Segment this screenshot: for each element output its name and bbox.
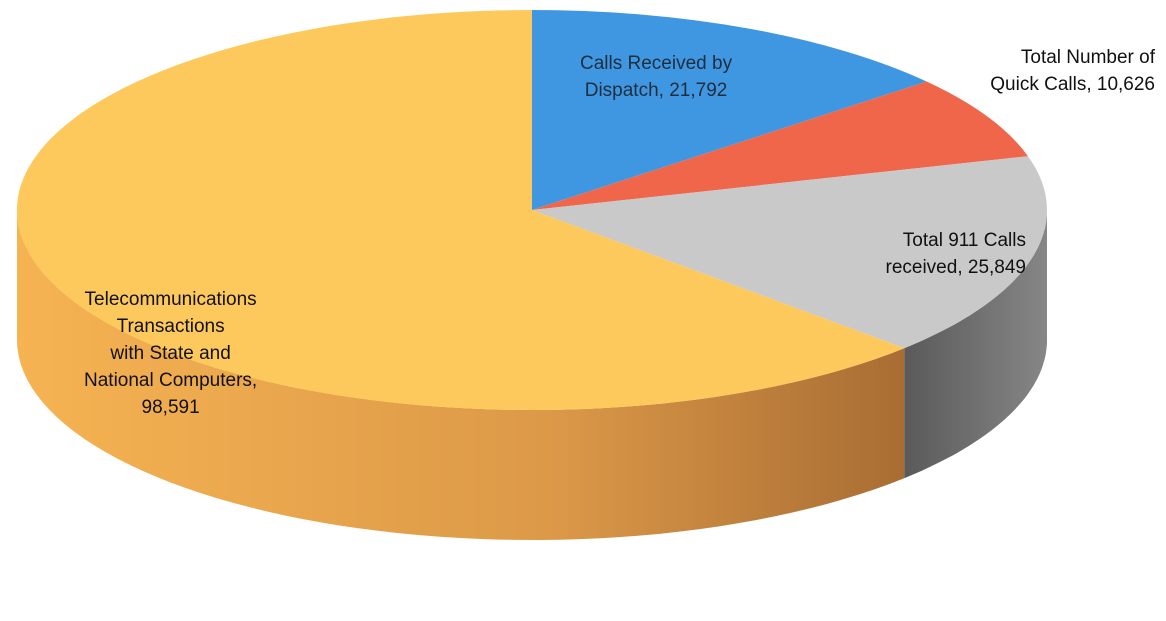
pie-slice-calls-received-by-dispatch (532, 10, 927, 210)
data-label-quick-calls: Total Number of Quick Calls, 10,626 (990, 47, 1155, 95)
data-label-telecom: Telecommunications Transactions with Sta… (84, 289, 258, 418)
data-label-911: Total 911 Calls received, 25,849 (885, 230, 1027, 278)
pie-slice-total-number-of-quick-calls (532, 81, 1028, 210)
pie-side-walls (17, 210, 1047, 540)
pie-top-faces (16, 10, 1047, 410)
pie-slice-telecommunications-transactions-with-state-and-national-computers (16, 10, 905, 410)
data-label-dispatch: Calls Received by Dispatch, 21,792 (580, 53, 733, 101)
pie-slice-total-911-calls-received (532, 156, 1047, 349)
pie-side-total-911-calls-received (904, 210, 1047, 479)
pie-side-telecommunications-transactions-with-state-and-national-computers (17, 210, 905, 540)
